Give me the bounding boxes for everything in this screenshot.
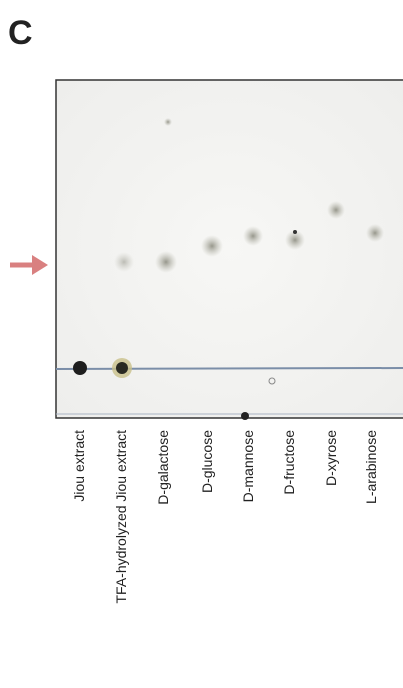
lane-label: D-glucose: [199, 430, 215, 493]
lane-label: Jiou extract: [71, 430, 87, 502]
lane-label: D-mannose: [240, 430, 256, 503]
figure-panel: C Jiou extract TFA-hydrolyzed Jiou extrac…: [0, 0, 403, 688]
tlc-figure: C Jiou extract TFA-hydrolyzed Jiou extrac…: [0, 0, 403, 688]
lane-label: D-xyrose: [323, 430, 339, 486]
origin-line: [56, 368, 403, 369]
panel-label: C: [8, 14, 33, 52]
lane-label: D-galactose: [155, 430, 171, 505]
lane-label: D-fructose: [281, 430, 297, 495]
lane-label: TFA-hydrolyzed Jiou extract: [113, 430, 129, 604]
arrow: [10, 255, 48, 275]
lane-label: L-arabinose: [363, 430, 379, 504]
